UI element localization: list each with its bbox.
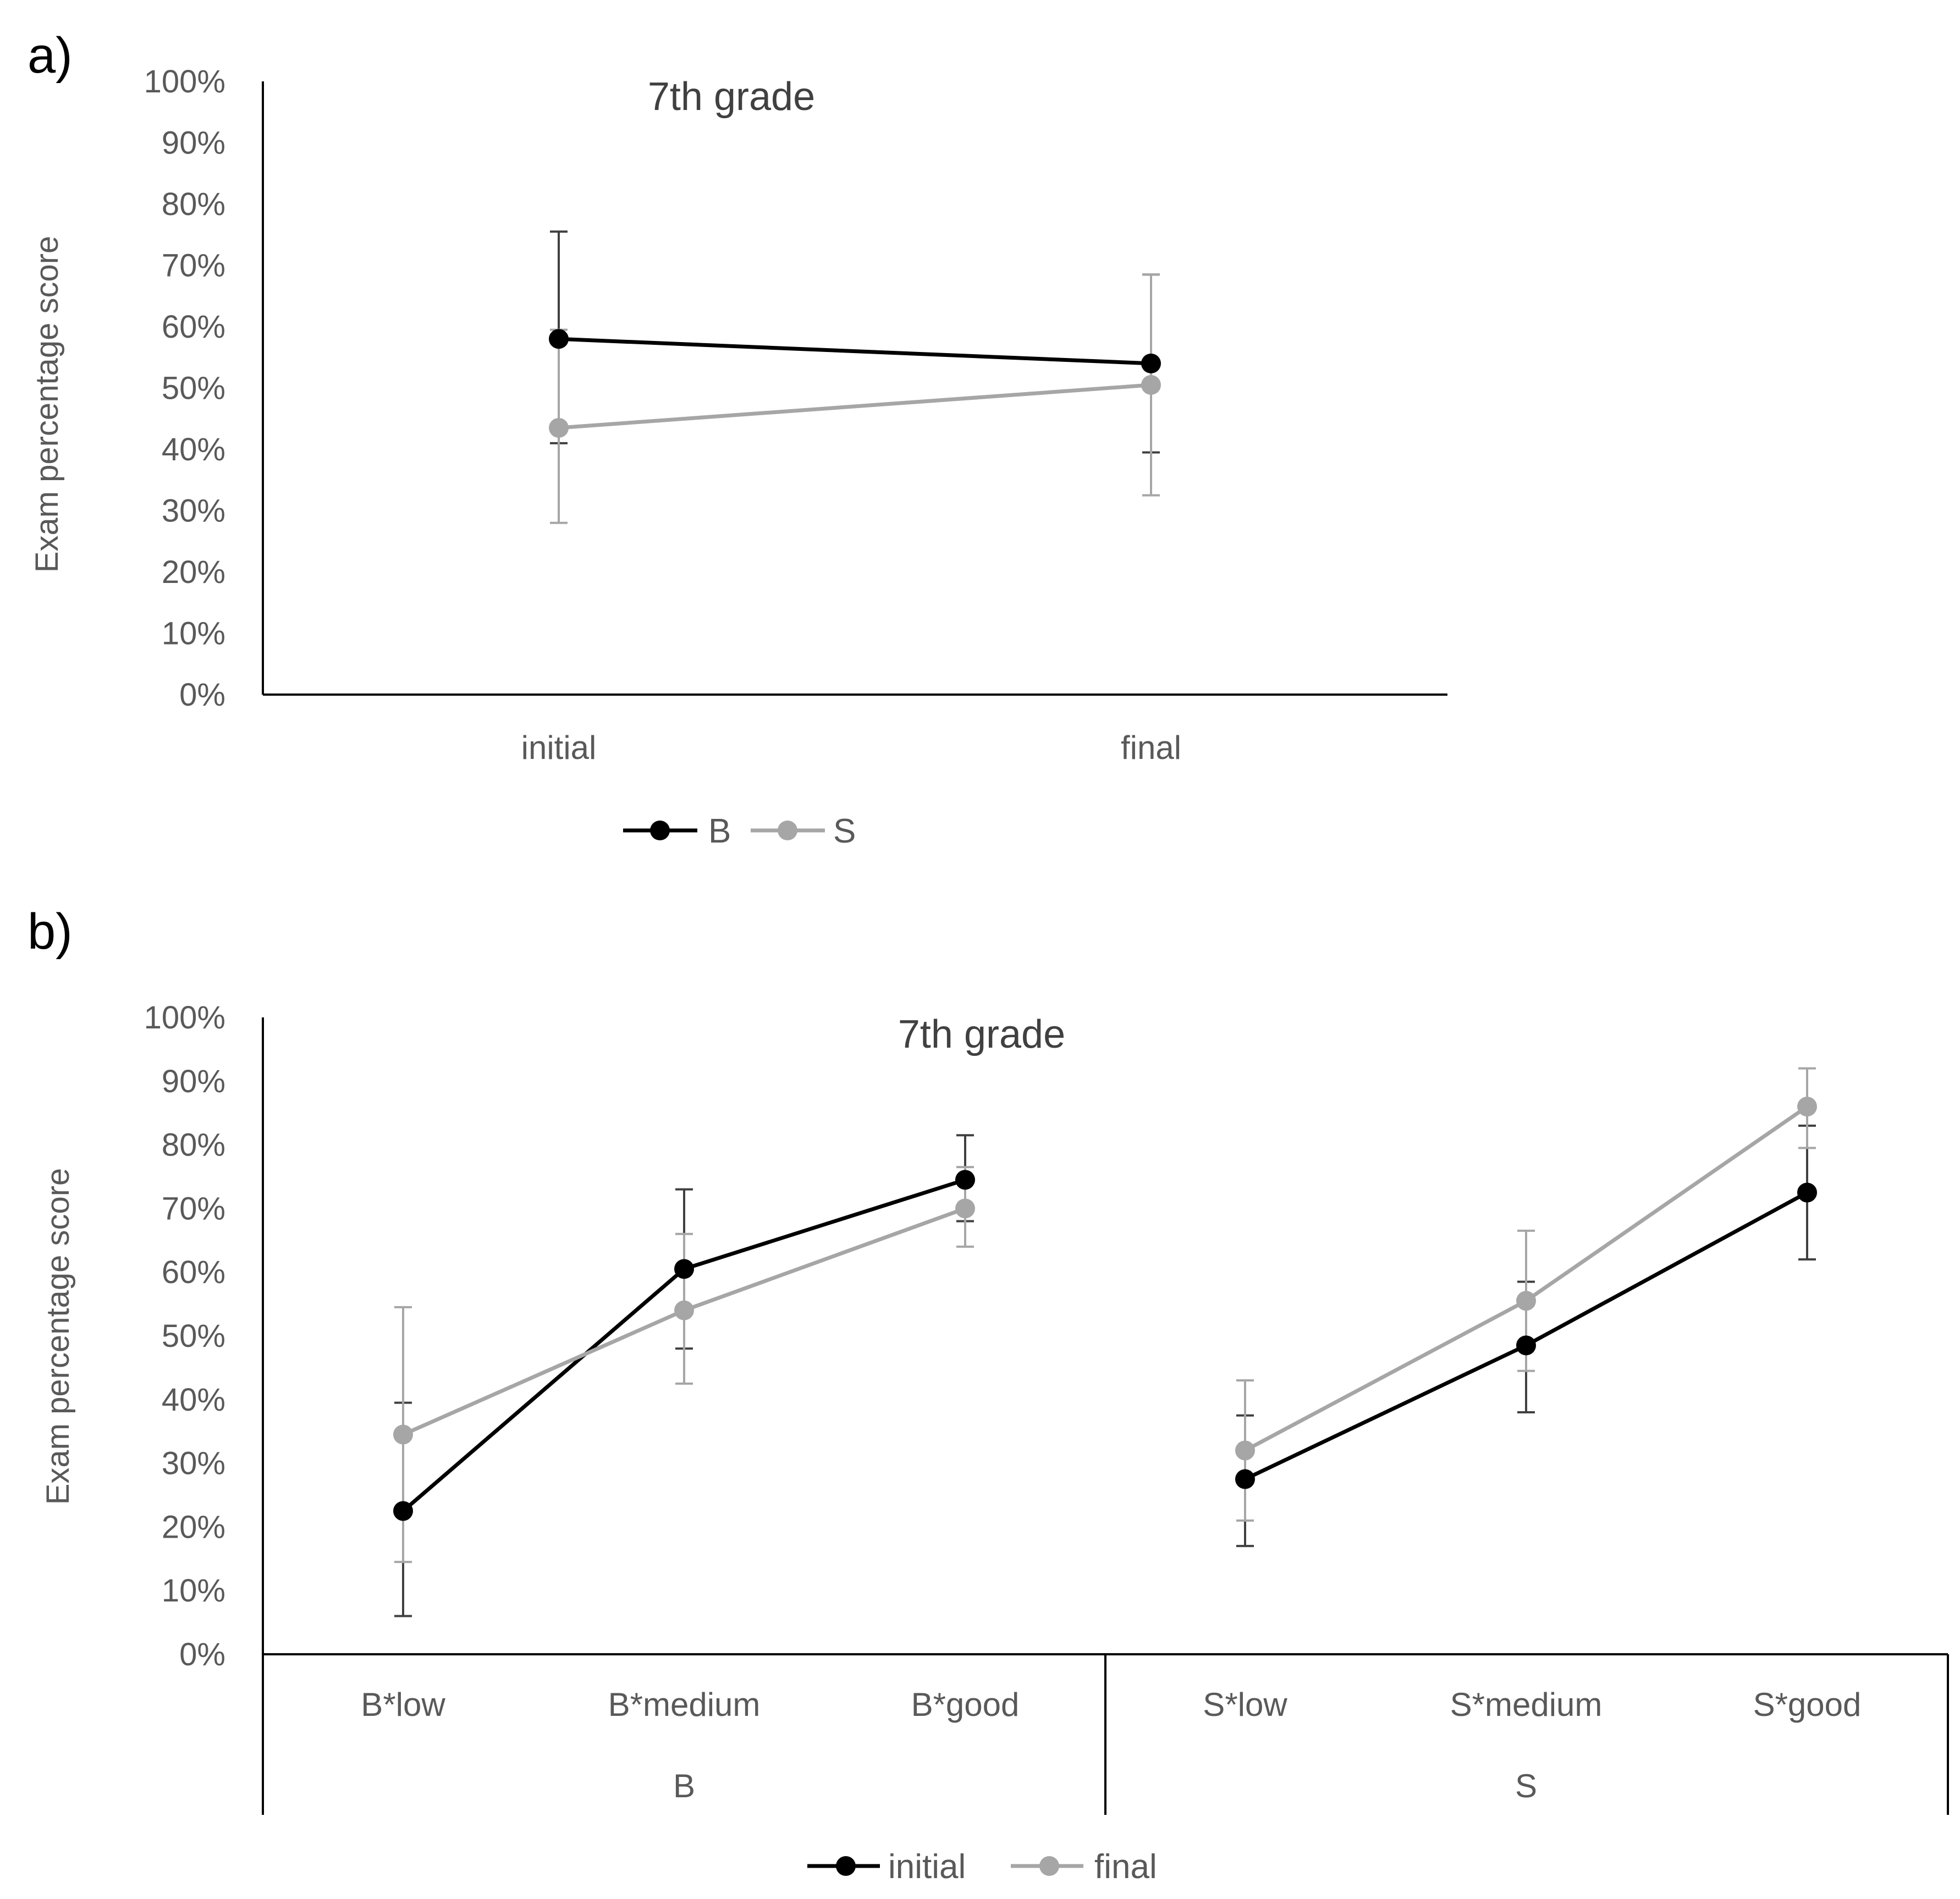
- y-tick-label: 50%: [162, 371, 225, 406]
- data-point: [955, 1170, 975, 1190]
- y-axis-title: Exam percentage score: [29, 236, 65, 573]
- legend-label: B: [708, 812, 731, 850]
- y-tick-label: 20%: [162, 554, 225, 590]
- data-point: [549, 329, 569, 349]
- data-point: [1141, 375, 1161, 395]
- markers-S: [549, 375, 1161, 438]
- x-tick-label: B*low: [361, 1686, 445, 1723]
- panel-label: a): [27, 27, 73, 84]
- series-line: [558, 383, 1152, 430]
- legend-label: initial: [888, 1848, 966, 1886]
- data-point: [674, 1259, 694, 1279]
- x-tick-label: S*good: [1753, 1686, 1862, 1723]
- markers-initial: [393, 1170, 1817, 1521]
- data-point: [1797, 1097, 1817, 1117]
- legend-marker: [650, 821, 670, 840]
- y-tick-label: 0%: [179, 677, 225, 713]
- data-point: [1235, 1469, 1255, 1489]
- chart-panel-a: a) 7th grade Exam percentage score 0% 10% 20%…: [27, 27, 1447, 850]
- legend: initial final: [807, 1848, 1157, 1886]
- data-point: [1516, 1291, 1536, 1311]
- markers-B: [549, 329, 1161, 373]
- y-tick-label: 30%: [162, 493, 225, 529]
- y-tick-label: 40%: [162, 432, 225, 467]
- y-tick-label: 10%: [162, 616, 225, 652]
- x-tick-label: S*medium: [1450, 1686, 1603, 1723]
- legend-marker: [778, 821, 797, 840]
- data-point: [549, 417, 569, 438]
- x-tick-label: B*medium: [608, 1686, 761, 1723]
- error-bars-final: [394, 1067, 1816, 1564]
- chart-panel-b: b) 7th grade Exam percentage score 0% 10% 20%…: [27, 904, 1949, 1886]
- x-tick-label: S*low: [1203, 1686, 1287, 1723]
- data-point: [955, 1198, 975, 1219]
- series-S: [558, 383, 1152, 430]
- markers-final: [393, 1097, 1817, 1461]
- y-tick-label: 20%: [162, 1509, 225, 1545]
- series-B: [558, 337, 1152, 366]
- y-tick-label: 40%: [162, 1382, 225, 1418]
- data-point: [393, 1501, 413, 1521]
- x-group-label: B: [673, 1768, 695, 1804]
- data-point: [1516, 1335, 1536, 1356]
- y-tick-label: 60%: [162, 1254, 225, 1290]
- y-tick-label: 30%: [162, 1446, 225, 1482]
- y-tick-label: 70%: [162, 1191, 225, 1226]
- legend-marker: [1039, 1856, 1059, 1876]
- data-point: [393, 1424, 413, 1445]
- x-tick-label: B*good: [911, 1686, 1020, 1723]
- series-initial: [401, 1177, 1808, 1513]
- legend-label: final: [1094, 1848, 1157, 1886]
- data-point: [674, 1300, 694, 1320]
- data-point: [1141, 353, 1161, 373]
- y-tick-label: 70%: [162, 248, 225, 284]
- series-line: [558, 337, 1152, 366]
- legend-marker: [836, 1856, 856, 1876]
- y-tick-label: 60%: [162, 309, 225, 345]
- data-point: [1797, 1182, 1817, 1203]
- series-final: [402, 1105, 1808, 1452]
- y-tick-label: 80%: [162, 1127, 225, 1163]
- y-tick-label: 90%: [162, 125, 225, 161]
- y-axis-title: Exam percentage score: [40, 1168, 76, 1505]
- legend-label: S: [833, 812, 856, 850]
- y-tick-label: 100%: [144, 1000, 225, 1036]
- x-tick-label: initial: [521, 729, 597, 766]
- error-bars-initial: [394, 1124, 1816, 1617]
- x-tick-label: final: [1121, 729, 1181, 766]
- y-tick-label: 100%: [144, 64, 225, 100]
- x-group-label: S: [1515, 1768, 1537, 1804]
- chart-title: 7th grade: [648, 75, 815, 119]
- y-tick-label: 80%: [162, 186, 225, 222]
- y-tick-label: 10%: [162, 1573, 225, 1609]
- y-tick-label: 50%: [162, 1318, 225, 1354]
- panel-label: b): [27, 904, 73, 960]
- y-tick-label: 0%: [179, 1637, 225, 1672]
- error-bars-S: [550, 273, 1160, 524]
- y-tick-label: 90%: [162, 1064, 225, 1099]
- data-point: [1235, 1440, 1255, 1461]
- chart-title: 7th grade: [898, 1012, 1065, 1056]
